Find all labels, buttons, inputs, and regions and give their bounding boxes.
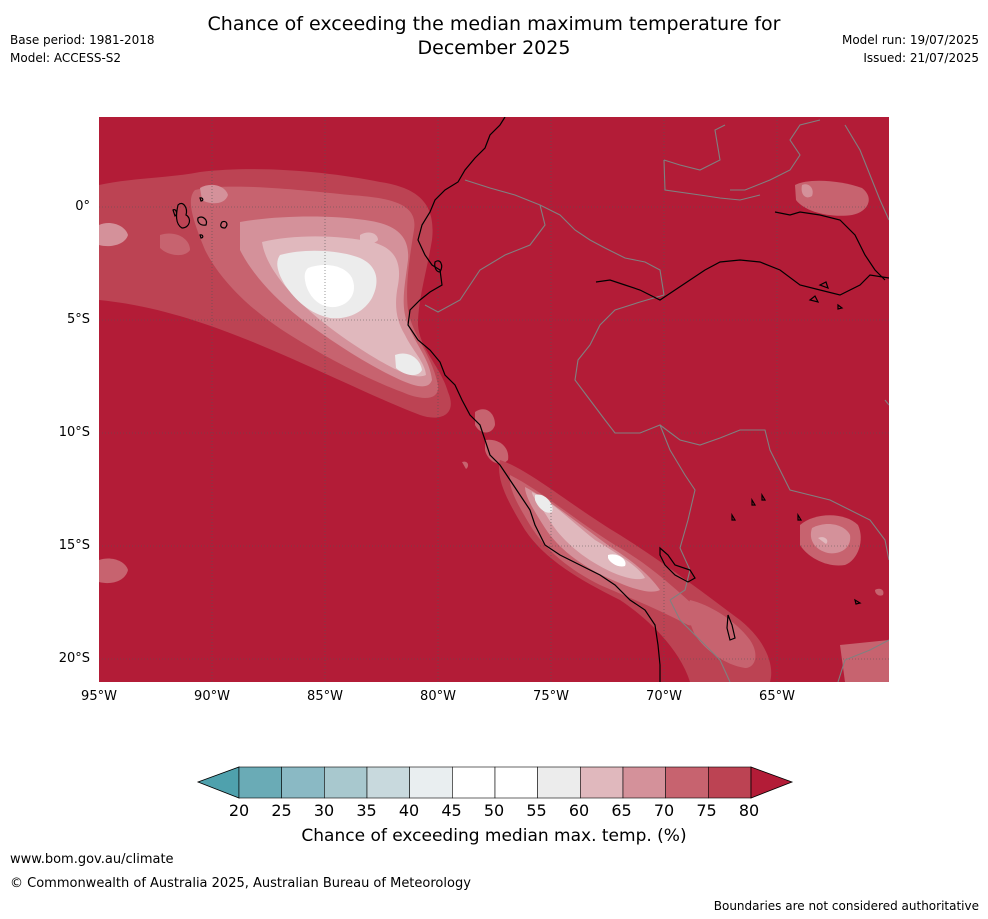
lat-label-15s: 15°S — [58, 538, 90, 553]
colorbar-tick-40: 40 — [398, 801, 420, 820]
lon-label-90w: 90°W — [194, 689, 230, 704]
lat-label-10s: 10°S — [58, 425, 90, 440]
colorbar-segment — [452, 766, 496, 799]
base-period: Base period: 1981-2018 — [10, 33, 155, 47]
colorbar-segment — [622, 766, 666, 799]
plume-ecuador — [99, 169, 451, 418]
country-borders — [424, 119, 889, 682]
copyright-notice: © Commonwealth of Australia 2025, Austra… — [10, 876, 471, 891]
map-title: Chance of exceeding the median maximum t… — [0, 12, 988, 60]
lon-label-85w: 85°W — [307, 689, 343, 704]
issued-date: Issued: 21/07/2025 — [863, 51, 979, 65]
lat-label-20s: 20°S — [58, 651, 90, 666]
colorbar-tick-20: 20 — [228, 801, 250, 820]
colorbar-tick-60: 60 — [568, 801, 590, 820]
colorbar-tick-30: 30 — [313, 801, 335, 820]
colorbar-segment — [580, 766, 624, 799]
meta-left: Base period: 1981-2018 Model: ACCESS-S2 — [10, 31, 155, 67]
plume-peru-coast — [462, 409, 772, 682]
colorbar-segment — [324, 766, 368, 799]
colorbar-tick-80: 80 — [738, 801, 760, 820]
graticule — [99, 117, 889, 682]
colorbar-segment — [537, 766, 581, 799]
meta-right: Model run: 19/07/2025 Issued: 21/07/2025 — [842, 31, 979, 67]
colorbar-tick-50: 50 — [483, 801, 505, 820]
colorbar-segment — [494, 766, 538, 799]
colorbar-tick-75: 75 — [696, 801, 717, 820]
colorbar-tick-70: 70 — [653, 801, 675, 820]
lon-label-75w: 75°W — [533, 689, 569, 704]
model-run: Model run: 19/07/2025 — [841, 33, 979, 47]
colorbar-segment — [366, 766, 410, 799]
colorbar-tick-25: 25 — [271, 801, 292, 820]
colorbar-segment — [281, 766, 325, 799]
colorbar-label: Chance of exceeding median max. temp. (%… — [301, 826, 687, 846]
boundaries-disclaimer: Boundaries are not considered authoritat… — [713, 899, 979, 913]
colorbar-segment — [708, 766, 752, 799]
colorbar-segment — [665, 766, 709, 799]
colorbar-segment — [238, 766, 282, 799]
lon-label-95w: 95°W — [81, 689, 117, 704]
model-name: Model: ACCESS-S2 — [10, 51, 122, 65]
lat-label-5s: 5°S — [66, 312, 90, 327]
colorbar-under-arrow — [196, 766, 240, 799]
website-link[interactable]: www.bom.gov.au/climate — [10, 852, 174, 867]
colorbar-segment — [409, 766, 453, 799]
coastlines — [172, 117, 889, 682]
colorbar-over-arrow — [750, 766, 794, 799]
colorbar-segments — [238, 766, 752, 799]
colorbar-tick-35: 35 — [356, 801, 377, 820]
lon-label-80w: 80°W — [420, 689, 456, 704]
title-line-2: December 2025 — [417, 37, 571, 59]
colorbar-tick-45: 45 — [441, 801, 462, 820]
colorbar-tick-55: 55 — [526, 801, 547, 820]
lat-label-0: 0° — [75, 199, 90, 214]
colorbar-tick-65: 65 — [611, 801, 632, 820]
title-line-1: Chance of exceeding the median maximum t… — [207, 13, 781, 35]
lon-label-65w: 65°W — [759, 689, 795, 704]
colorbar — [196, 766, 794, 799]
lon-label-70w: 70°W — [646, 689, 682, 704]
